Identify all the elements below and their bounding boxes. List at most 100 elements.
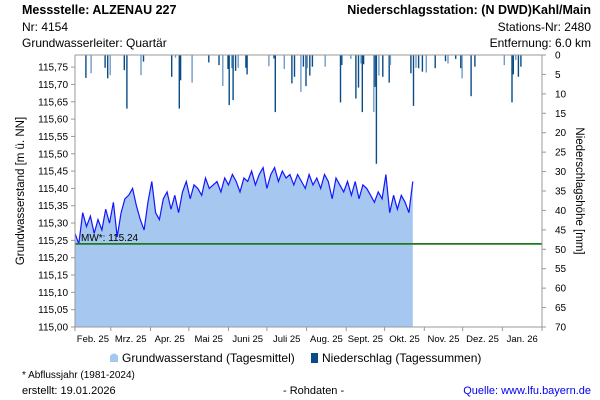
precip-bar <box>222 55 224 87</box>
y2-tick-label: 15 <box>555 109 567 120</box>
precip-bar <box>515 55 517 61</box>
precip-bar <box>421 55 424 72</box>
y-tick-label: 115,60 <box>38 115 68 126</box>
y2-tick-label: 10 <box>555 89 567 100</box>
precip-bar <box>231 55 233 69</box>
precip-bar <box>389 55 392 66</box>
precip-bar <box>232 55 234 101</box>
precip-bar <box>378 55 380 76</box>
precip-bar <box>388 55 390 83</box>
y-tick-label: 115,35 <box>38 201 68 212</box>
precip-bar <box>309 55 311 76</box>
y-tick-label: 115,65 <box>38 97 68 108</box>
precip-bar <box>246 55 248 75</box>
x-tick-label: Mrz. 25 <box>115 334 147 345</box>
precip-bar <box>512 55 514 75</box>
distance: Entfernung: 6.0 km <box>489 36 591 50</box>
y2-tick-label: 35 <box>555 187 567 198</box>
x-tick-label: Feb. 25 <box>77 334 109 345</box>
station-title: Messstelle: ALZENAU 227 <box>22 3 177 17</box>
y2-tick-label: 50 <box>555 245 567 256</box>
precip-bar <box>374 55 376 87</box>
precip-bar <box>357 55 360 88</box>
precip-bar <box>227 55 229 69</box>
y-axis-title: Grundwasserstand [m ü. NN] <box>15 117 27 265</box>
x-tick-label: Nov. 25 <box>427 334 459 345</box>
precip-bar <box>461 55 463 79</box>
precip-bar <box>274 55 276 113</box>
y-tick-label: 115,55 <box>38 132 68 143</box>
precip-bar <box>140 55 142 76</box>
precip-bar <box>517 55 520 77</box>
precip-bar <box>302 55 305 67</box>
precip-station-number: Stations-Nr: 2480 <box>497 20 591 34</box>
aquifer: Grundwasserleiter: Quartär <box>22 36 167 50</box>
precip-bar <box>434 55 436 69</box>
y2-axis-title: Niederschlagshöhe [mm] <box>573 127 585 254</box>
x-tick-label: Sept. 25 <box>348 334 383 345</box>
x-tick-label: Apr. 25 <box>155 334 185 345</box>
y2-tick-label: 20 <box>555 128 567 139</box>
precip-bar <box>410 55 412 74</box>
y-tick-label: 115,45 <box>38 167 68 178</box>
precip-bar <box>171 55 173 77</box>
legend-groundwater-label: Grundwasserstand (Tagesmittel) <box>122 351 295 365</box>
precip-bar <box>447 55 449 64</box>
precip-bar <box>90 55 92 74</box>
precip-bar <box>126 55 128 109</box>
precip-bar <box>234 55 237 71</box>
x-tick-label: Juli 25 <box>273 334 300 345</box>
precip-bar <box>373 55 375 113</box>
precip-bar <box>470 55 472 97</box>
precip-bar <box>415 55 417 68</box>
y-tick-label: 115,40 <box>38 184 68 195</box>
precip-bar <box>142 55 145 62</box>
precip-bar <box>324 55 326 67</box>
precip-bar <box>245 55 247 68</box>
legend-groundwater-icon <box>110 353 118 362</box>
precip-bar <box>520 55 522 67</box>
legend-precip-label: Niederschlag (Tagessummen) <box>322 351 481 365</box>
precip-bar <box>268 55 270 67</box>
precip-bar <box>273 55 275 59</box>
y-tick-label: 115,70 <box>38 80 68 91</box>
precip-bar <box>306 55 308 69</box>
x-tick-label: Juni 25 <box>232 334 263 345</box>
x-tick-label: Okt. 25 <box>389 334 420 345</box>
y-tick-label: 115,20 <box>38 253 68 264</box>
groundwater-line <box>74 165 414 245</box>
precip-bar <box>109 55 111 76</box>
x-tick-label: Mai 25 <box>194 334 223 345</box>
y2-tick-label: 55 <box>555 264 567 275</box>
precip-bar <box>425 55 427 73</box>
precip-bar <box>362 55 365 65</box>
y2-tick-label: 5 <box>555 70 561 81</box>
y2-tick-label: 30 <box>555 167 567 178</box>
y2-tick-label: 65 <box>555 303 567 314</box>
precip-bar <box>123 55 125 71</box>
x-tick-label: Jan. 26 <box>507 334 538 345</box>
precip-bar <box>360 55 362 64</box>
precip-bar <box>444 55 447 62</box>
precip-bar <box>412 55 415 106</box>
y-tick-label: 115,25 <box>38 236 68 247</box>
y2-tick-label: 40 <box>555 206 567 217</box>
precip-bar <box>174 55 177 58</box>
y2-tick-label: 25 <box>555 148 567 159</box>
precip-bar <box>291 55 293 84</box>
x-tick-label: Aug. 25 <box>310 334 343 345</box>
source-link[interactable]: Quelle: www.lfu.bayern.de <box>463 385 591 397</box>
raw-data-note: - Rohdaten - <box>283 385 345 397</box>
precip-bar <box>283 55 285 69</box>
precip-bar <box>375 55 378 164</box>
precip-bar <box>104 55 106 68</box>
y-tick-label: 115,00 <box>38 323 68 334</box>
x-tick-label: Dez. 25 <box>466 334 499 345</box>
created-date: erstellt: 19.01.2026 <box>22 385 116 397</box>
precip-bar <box>339 55 342 103</box>
precip-bar <box>382 55 384 77</box>
footnote: * Abflussjahr (1981-2024) <box>22 370 135 381</box>
y-tick-label: 115,30 <box>38 219 68 230</box>
y2-tick-label: 70 <box>555 323 567 334</box>
precip-bar <box>218 55 220 66</box>
